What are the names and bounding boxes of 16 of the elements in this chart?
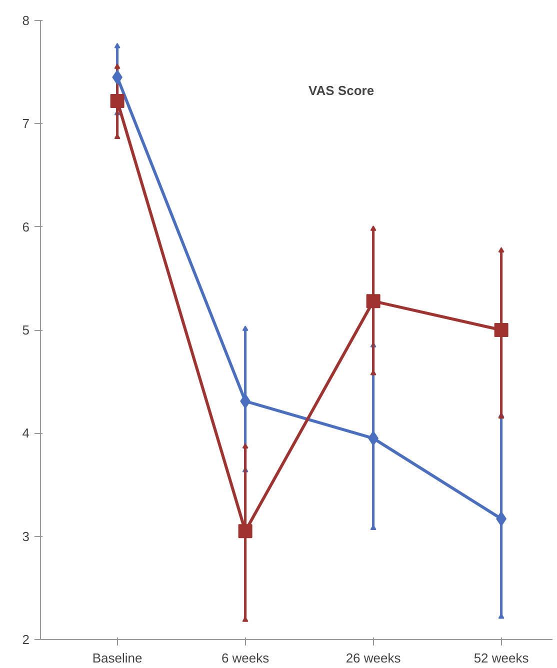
x-tick-label: 26 weeks <box>346 650 402 666</box>
y-tick-label: 2 <box>22 632 30 647</box>
point <box>366 294 380 308</box>
text: VAS Score <box>308 82 374 98</box>
point <box>494 323 508 337</box>
y-tick-label: 7 <box>22 116 30 132</box>
point <box>238 524 252 538</box>
point <box>110 94 124 108</box>
y-tick-label: 6 <box>22 219 30 234</box>
y-tick-label: 3 <box>22 528 30 544</box>
y-tick-label: 4 <box>22 426 30 441</box>
y-tick-label: 8 <box>22 13 30 28</box>
x-tick-label: Baseline <box>92 650 142 666</box>
x-tick-label: 6 weeks <box>221 650 270 666</box>
y-tick-label: 5 <box>22 322 30 338</box>
x-tick-label: 52 weeks <box>474 650 530 666</box>
